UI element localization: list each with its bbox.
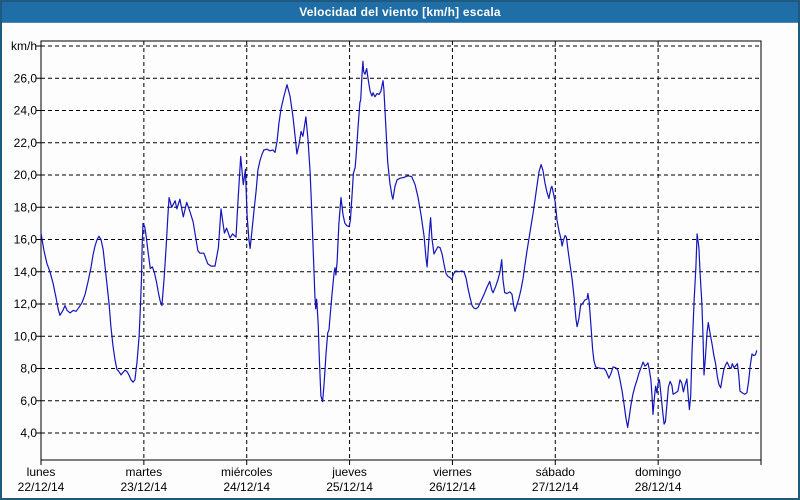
day-date-label: 22/12/14	[18, 480, 65, 494]
y-axis-tick-label: 22,0	[14, 136, 38, 150]
day-name-label: viernes	[433, 465, 472, 479]
y-axis-tick-label: 4,0	[20, 426, 37, 440]
y-axis-tick-label: 12,0	[14, 297, 38, 311]
day-name-label: miércoles	[221, 465, 272, 479]
day-date-label: 25/12/14	[326, 480, 373, 494]
day-date-label: 23/12/14	[120, 480, 167, 494]
day-date-label: 27/12/14	[532, 480, 579, 494]
y-axis-tick-label: 26,0	[14, 71, 38, 85]
x-gridlines	[143, 41, 659, 460]
page-title: Velocidad del viento [km/h] escala	[299, 5, 501, 19]
day-name-label: sábado	[536, 465, 576, 479]
y-axis-tick-label: 10,0	[14, 329, 38, 343]
day-name-label: jueves	[331, 465, 367, 479]
y-axis-tick-label: 6,0	[20, 394, 37, 408]
y-axis-tick-label: 16,0	[14, 233, 38, 247]
y-axis-labels: 26,0 24,0 22,0 20,0 18,0 16,0 14,0 12,0 10,0 8,0 6…	[11, 39, 37, 440]
plot-frame	[40, 40, 762, 461]
axis-ticks	[36, 45, 762, 465]
y-gridlines	[41, 45, 761, 434]
day-date-label: 24/12/14	[223, 480, 270, 494]
day-name-label: martes	[126, 465, 163, 479]
y-axis-tick-label: 14,0	[14, 265, 38, 279]
y-axis-tick-label: 24,0	[14, 104, 38, 118]
day-name-label: domingo	[635, 465, 681, 479]
wind-speed-line	[40, 60, 758, 428]
y-axis-tick-label: 8,0	[20, 362, 37, 376]
day-date-label: 28/12/14	[635, 480, 682, 494]
title-bar: Velocidad del viento [km/h] escala	[2, 2, 798, 23]
y-axis-tick-label: 18,0	[14, 200, 38, 214]
y-axis-unit-label: km/h	[11, 39, 37, 53]
day-date-label: 26/12/14	[429, 480, 476, 494]
y-axis-tick-label: 20,0	[14, 168, 38, 182]
day-name-label: lunes	[27, 465, 56, 479]
